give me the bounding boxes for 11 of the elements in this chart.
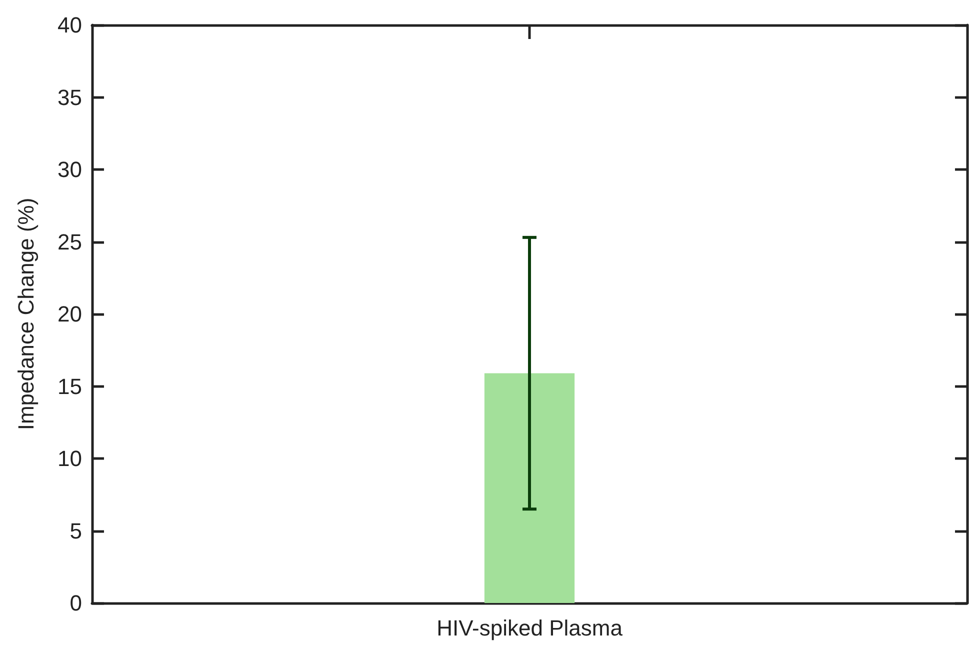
y-tick-label: 35 [58,84,82,110]
y-tick-label: 10 [58,446,82,471]
y-tick-label: 5 [70,518,82,544]
y-tick-label: 40 [58,12,82,38]
y-axis-title: Impedance Change (%) [14,198,38,430]
y-tick-label: 30 [58,157,82,182]
x-tick-label: HIV-spiked Plasma [436,616,624,640]
y-tick-label: 0 [70,590,82,616]
y-tick-label: 25 [58,229,82,254]
y-tick-label: 20 [58,302,82,326]
y-tick-label: 15 [58,374,82,399]
